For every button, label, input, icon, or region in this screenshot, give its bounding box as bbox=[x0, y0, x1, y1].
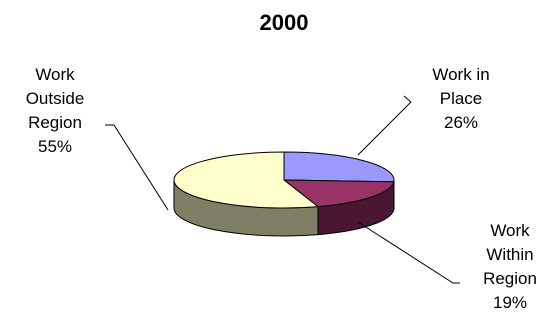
leader-line-2 bbox=[105, 124, 169, 211]
slice-name-line: Within bbox=[486, 245, 533, 264]
slice-name-line: Work in bbox=[432, 65, 489, 84]
slice-name-line: Work bbox=[35, 65, 75, 84]
slice-name-line: Region bbox=[28, 113, 82, 132]
pie-slice-2 bbox=[173, 151, 320, 209]
leader-lines bbox=[105, 95, 460, 284]
slice-value-label: 19% bbox=[493, 293, 527, 312]
slice-labels: Work in Place 26% Work Within Region 19% Work Ou… bbox=[26, 65, 537, 312]
slice-name-line: Outside bbox=[26, 89, 85, 108]
pie-side-walls bbox=[173, 179, 395, 237]
slice-name-line: Work bbox=[490, 221, 530, 240]
leader-line-0 bbox=[357, 95, 412, 156]
slice-name-line: Region bbox=[483, 269, 537, 288]
pie-slice-1 bbox=[282, 179, 395, 208]
pie-slice-0 bbox=[283, 151, 395, 183]
pie-top-faces bbox=[173, 151, 395, 209]
slice-value-label: 26% bbox=[444, 113, 478, 132]
slice-label-0: Work in Place 26% bbox=[432, 65, 489, 132]
slice-value-label: 55% bbox=[38, 137, 72, 156]
slice-name-line: Place bbox=[440, 89, 483, 108]
chart-title: 2000 bbox=[260, 10, 309, 35]
slice-label-1: Work Within Region 19% bbox=[483, 221, 537, 312]
slice-label-2: Work Outside Region 55% bbox=[26, 65, 85, 156]
leader-line-1 bbox=[357, 221, 460, 284]
